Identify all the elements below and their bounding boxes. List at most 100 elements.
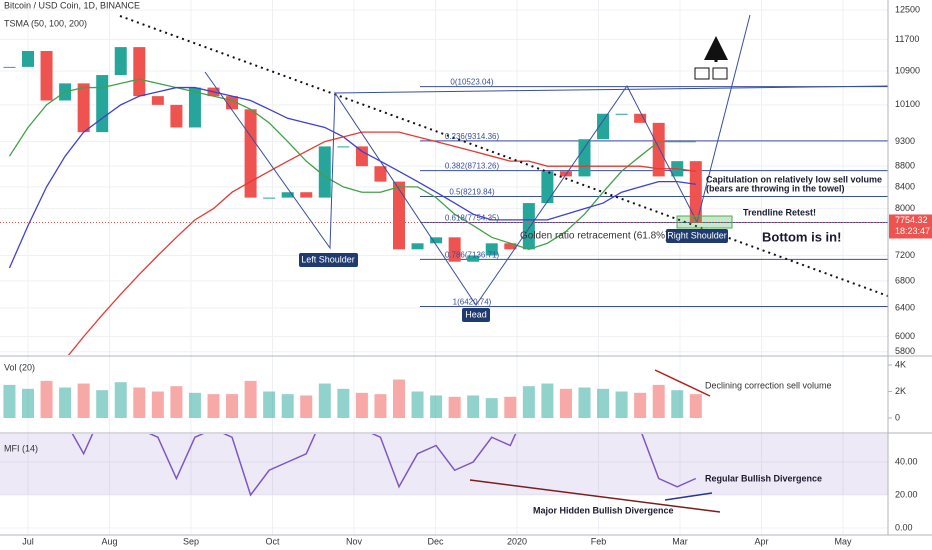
y-tick-label: 7200 <box>895 250 915 260</box>
x-tick-label: Oct <box>265 536 280 546</box>
bottom: Bottom is in! <box>762 229 841 244</box>
hidden-divergence <box>469 479 721 513</box>
candle <box>114 47 127 76</box>
volume-bar <box>114 382 127 418</box>
y-tick-label: 8800 <box>895 161 915 171</box>
candle <box>337 146 350 148</box>
y-tick-label: 8000 <box>895 203 915 213</box>
countdown: 18:23:47 <box>895 226 930 236</box>
candle <box>430 237 443 244</box>
volume-bar <box>281 394 294 418</box>
volume-bar <box>541 383 554 418</box>
indicator: TSMA (50, 100, 200) <box>4 18 87 28</box>
candle <box>578 139 591 177</box>
candle <box>263 197 276 199</box>
flag <box>712 67 728 80</box>
candle <box>597 113 610 140</box>
y-tick-label: 9300 <box>895 136 915 146</box>
regular-divergence <box>664 492 713 501</box>
candle <box>77 83 90 133</box>
candle <box>96 75 109 133</box>
x-tick-label: Aug <box>101 536 117 546</box>
grid <box>0 0 888 535</box>
flag <box>694 67 710 80</box>
symbol: Bitcoin / USD Coin, 1D, BINANCE <box>4 0 140 10</box>
trendline <box>119 15 889 297</box>
volume-bar <box>597 388 610 418</box>
moving-average <box>8 78 696 251</box>
mfi-title: MFI (14) <box>4 443 38 453</box>
retest: Trendline Retest! <box>743 207 816 217</box>
candle <box>652 122 665 177</box>
price-pane <box>0 47 888 355</box>
capitulation: Capitulation on relatively low sell volu… <box>706 174 882 184</box>
x-tick-label: Apr <box>754 536 768 546</box>
y-tick-label: 0.00 <box>895 522 913 532</box>
x-tick-label: Sep <box>183 536 199 546</box>
candle <box>374 166 387 182</box>
tag-box <box>666 229 728 243</box>
volume-bar <box>374 394 387 418</box>
tag-box <box>299 253 358 267</box>
y-tick-label: 0 <box>895 412 900 422</box>
drawings <box>119 14 889 513</box>
x-tick-label: Jul <box>22 536 34 546</box>
candle <box>541 171 554 204</box>
volume-bar <box>467 395 480 418</box>
y-tick-label: 11700 <box>895 34 919 44</box>
retest-box <box>676 215 733 229</box>
volume-bar <box>485 398 498 418</box>
fib-label: 0.618(7754.35) <box>445 214 500 223</box>
volume-bar <box>59 387 72 418</box>
candle <box>504 243 517 250</box>
candle <box>355 146 368 167</box>
hidden-note: Major Hidden Bullish Divergence <box>533 505 674 515</box>
left-shoulder: Left Shoulder <box>301 254 355 264</box>
pattern-lines <box>204 14 751 306</box>
fib-label: 0.786(7136.71) <box>445 251 500 260</box>
volume-pane <box>3 379 702 418</box>
y-tick-label: 6000 <box>895 331 915 341</box>
x-tick-label: May <box>834 536 852 546</box>
y-tick-label: 4K <box>895 359 906 369</box>
volume-bar <box>244 380 257 418</box>
volume-bar <box>337 388 350 418</box>
y-tick-label: 40.00 <box>895 456 918 466</box>
candle <box>22 50 34 67</box>
capitulation: (bears are throwing in the towel) <box>706 183 845 193</box>
fib-label: 0.236(9314.36) <box>445 132 500 141</box>
volume-bar <box>448 396 461 418</box>
volume-bar <box>151 391 164 418</box>
volume-bar <box>689 394 702 418</box>
volume-bar <box>559 388 572 418</box>
candle <box>300 192 313 198</box>
volume-bar <box>3 384 16 418</box>
volume-bar <box>318 383 331 418</box>
volume-bar <box>430 395 443 418</box>
right-shoulder: Right Shoulder <box>667 230 727 240</box>
x-tick-label: Mar <box>672 536 688 546</box>
neckline <box>334 85 889 94</box>
mfi-pane <box>0 434 888 497</box>
candle <box>615 113 628 115</box>
volume-bar <box>355 392 368 418</box>
mfi-band <box>0 434 888 495</box>
regular-note: Regular Bullish Divergence <box>705 473 822 483</box>
candle <box>448 237 461 262</box>
volume-bar <box>96 390 109 418</box>
volume-bar <box>77 383 90 418</box>
candle <box>318 146 331 198</box>
candle <box>133 47 146 97</box>
candle <box>634 113 647 123</box>
head: Head <box>465 309 487 319</box>
volume-bar <box>22 388 34 418</box>
candle <box>281 192 294 198</box>
volume-bar <box>188 392 201 418</box>
y-tick-label: 20.00 <box>895 489 918 499</box>
candle <box>485 243 498 256</box>
volume-bar <box>40 380 53 418</box>
x-tick-label: Feb <box>591 536 607 546</box>
volume-divergence <box>654 369 711 397</box>
price-box <box>889 214 932 239</box>
